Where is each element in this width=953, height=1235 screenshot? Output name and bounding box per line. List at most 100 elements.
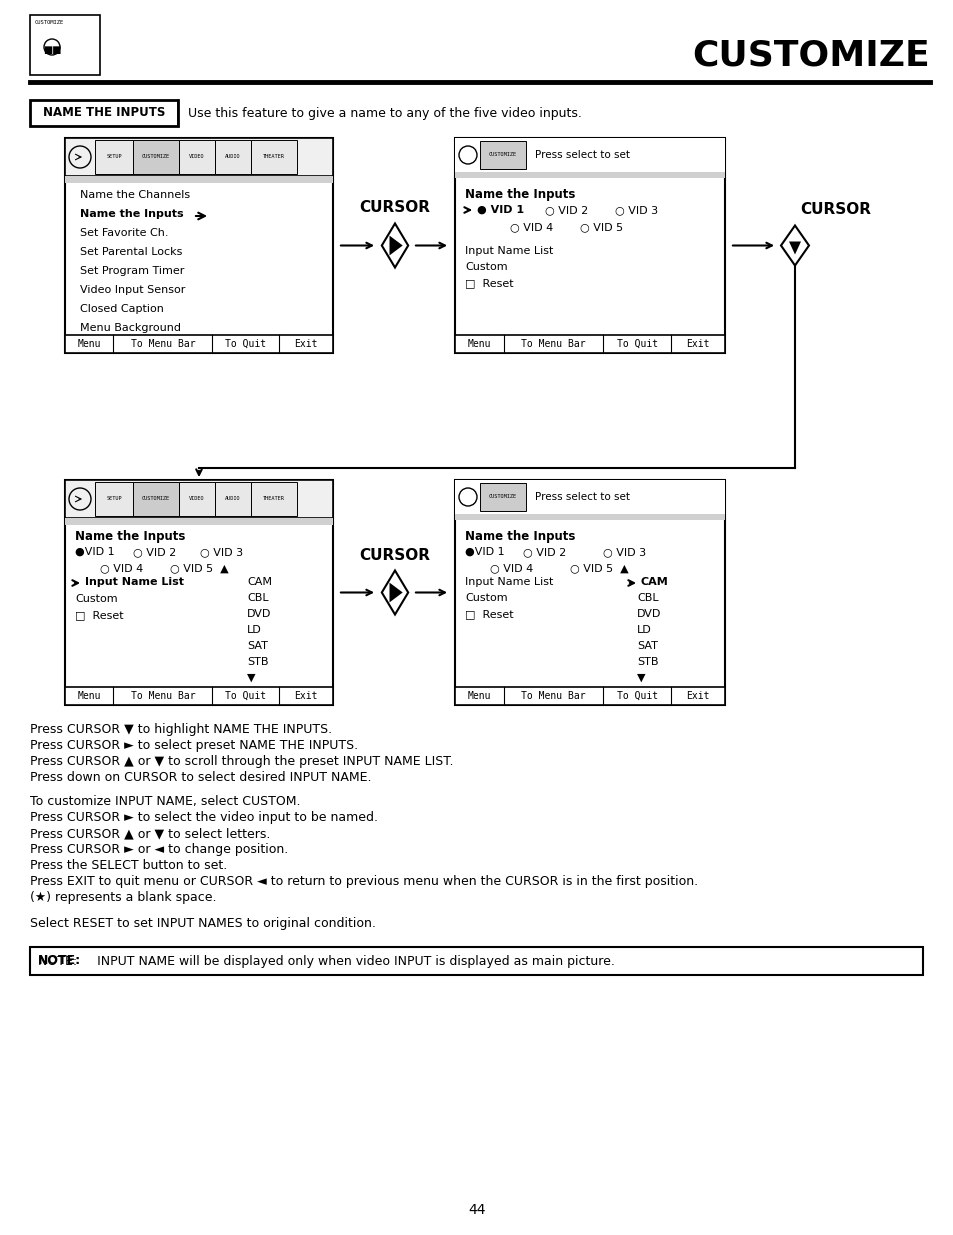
Bar	[455, 138, 724, 353]
Text: SAT: SAT	[637, 641, 658, 651]
Bar	[251, 140, 296, 174]
Text: ●VID 1: ●VID 1	[464, 547, 504, 557]
Text: CURSOR: CURSOR	[359, 200, 430, 215]
Text: To Menu Bar: To Menu Bar	[131, 692, 195, 701]
Text: □  Reset: □ Reset	[75, 610, 124, 620]
Polygon shape	[788, 242, 801, 254]
Bar	[132, 482, 179, 516]
Text: Menu: Menu	[77, 692, 101, 701]
Bar	[65, 517, 333, 525]
Text: NAME THE INPUTS: NAME THE INPUTS	[43, 106, 165, 120]
Text: Custom: Custom	[464, 262, 507, 272]
Text: CBL: CBL	[247, 593, 269, 603]
Text: To Menu Bar: To Menu Bar	[520, 338, 585, 350]
Text: Menu: Menu	[467, 692, 491, 701]
Text: Custom: Custom	[464, 593, 507, 603]
Text: NOTE:     INPUT NAME will be displayed only when video INPUT is displayed as mai: NOTE: INPUT NAME will be displayed only …	[38, 955, 615, 967]
Bar	[65, 177, 333, 183]
Text: To Quit: To Quit	[225, 692, 266, 701]
Text: SETUP: SETUP	[106, 154, 122, 159]
Text: CUSTOMIZE: CUSTOMIZE	[489, 152, 517, 158]
Text: ● VID 1: ● VID 1	[476, 205, 523, 215]
Text: VIDEO: VIDEO	[189, 154, 205, 159]
Bar	[65, 480, 333, 705]
Text: Press EXIT to quit menu or CURSOR ◄ to return to previous menu when the CURSOR i: Press EXIT to quit menu or CURSOR ◄ to r…	[30, 876, 698, 888]
Text: ○ VID 2: ○ VID 2	[132, 547, 176, 557]
Text: □  Reset: □ Reset	[464, 278, 513, 288]
Text: Select RESET to set INPUT NAMES to original condition.: Select RESET to set INPUT NAMES to origi…	[30, 918, 375, 930]
Text: To Quit: To Quit	[616, 692, 658, 701]
Text: Name the Inputs: Name the Inputs	[80, 209, 183, 219]
Text: VIDEO: VIDEO	[189, 496, 205, 501]
Text: Press CURSOR ► or ◄ to change position.: Press CURSOR ► or ◄ to change position.	[30, 844, 288, 856]
Text: CAM: CAM	[640, 577, 668, 587]
Bar	[132, 140, 179, 174]
Text: Press CURSOR ▲ or ▼ to select letters.: Press CURSOR ▲ or ▼ to select letters.	[30, 827, 270, 840]
Text: Name the Inputs: Name the Inputs	[75, 530, 185, 543]
Text: CAM: CAM	[247, 577, 272, 587]
Text: CUSTOMIZE: CUSTOMIZE	[142, 154, 170, 159]
Text: To Quit: To Quit	[225, 338, 266, 350]
Bar	[95, 140, 132, 174]
Text: ▼: ▼	[247, 673, 255, 683]
Text: □  Reset: □ Reset	[464, 609, 513, 619]
Text: Menu: Menu	[467, 338, 491, 350]
Text: Name the Inputs: Name the Inputs	[464, 188, 575, 201]
Text: Menu Background: Menu Background	[80, 324, 181, 333]
Text: ○ VID 5: ○ VID 5	[579, 222, 622, 232]
Bar	[251, 482, 296, 516]
Text: To Quit: To Quit	[616, 338, 658, 350]
Bar	[179, 140, 214, 174]
Bar	[30, 100, 178, 126]
Bar	[479, 141, 525, 169]
Bar	[455, 172, 724, 178]
Bar	[455, 335, 724, 353]
Bar	[455, 480, 724, 705]
Text: Closed Caption: Closed Caption	[80, 304, 164, 314]
Text: CUSTOMIZE: CUSTOMIZE	[35, 20, 64, 25]
Text: Press CURSOR ► to select the video input to be named.: Press CURSOR ► to select the video input…	[30, 811, 377, 824]
Text: SETUP: SETUP	[106, 496, 122, 501]
Bar	[455, 138, 724, 172]
Bar	[30, 15, 100, 75]
Text: ■■: ■■	[43, 44, 61, 56]
Text: Exit: Exit	[685, 692, 709, 701]
Bar	[455, 480, 724, 514]
Text: CURSOR: CURSOR	[359, 547, 430, 562]
Text: To Menu Bar: To Menu Bar	[520, 692, 585, 701]
Text: Exit: Exit	[294, 338, 317, 350]
Text: CUSTOMIZE: CUSTOMIZE	[142, 496, 170, 501]
Text: CUSTOMIZE: CUSTOMIZE	[692, 38, 929, 72]
Bar	[30, 947, 923, 974]
Text: ○ VID 4: ○ VID 4	[510, 222, 553, 232]
Text: ○ VID 4: ○ VID 4	[490, 563, 533, 573]
Text: Video Input Sensor: Video Input Sensor	[80, 285, 185, 295]
Text: ○ VID 5  ▲: ○ VID 5 ▲	[170, 563, 229, 573]
Text: To customize INPUT NAME, select CUSTOM.: To customize INPUT NAME, select CUSTOM.	[30, 795, 300, 808]
Text: 44: 44	[468, 1203, 485, 1216]
Text: Input Name List: Input Name List	[464, 577, 553, 587]
Text: Press CURSOR ▲ or ▼ to scroll through the preset INPUT NAME LIST.: Press CURSOR ▲ or ▼ to scroll through th…	[30, 755, 453, 768]
Text: AUDIO: AUDIO	[225, 154, 240, 159]
Text: ○ VID 2: ○ VID 2	[544, 205, 588, 215]
Bar	[65, 138, 333, 353]
Bar	[179, 482, 214, 516]
Text: ▼: ▼	[637, 673, 645, 683]
Text: SAT: SAT	[247, 641, 268, 651]
Text: Set Favorite Ch.: Set Favorite Ch.	[80, 228, 169, 238]
Text: Press select to set: Press select to set	[535, 149, 629, 161]
Text: Input Name List: Input Name List	[85, 577, 184, 587]
Bar	[455, 514, 724, 520]
Text: To Menu Bar: To Menu Bar	[131, 338, 195, 350]
Bar	[214, 140, 251, 174]
Bar	[65, 480, 333, 517]
Text: Name the Inputs: Name the Inputs	[464, 530, 575, 543]
Text: ○ VID 3: ○ VID 3	[615, 205, 658, 215]
Text: Set Parental Locks: Set Parental Locks	[80, 247, 182, 257]
Text: Press CURSOR ▼ to highlight NAME THE INPUTS.: Press CURSOR ▼ to highlight NAME THE INP…	[30, 722, 332, 736]
Bar	[214, 482, 251, 516]
Text: CURSOR: CURSOR	[800, 203, 870, 217]
Text: ○ VID 4: ○ VID 4	[100, 563, 143, 573]
Bar	[65, 138, 333, 177]
Text: ○ VID 5  ▲: ○ VID 5 ▲	[569, 563, 628, 573]
